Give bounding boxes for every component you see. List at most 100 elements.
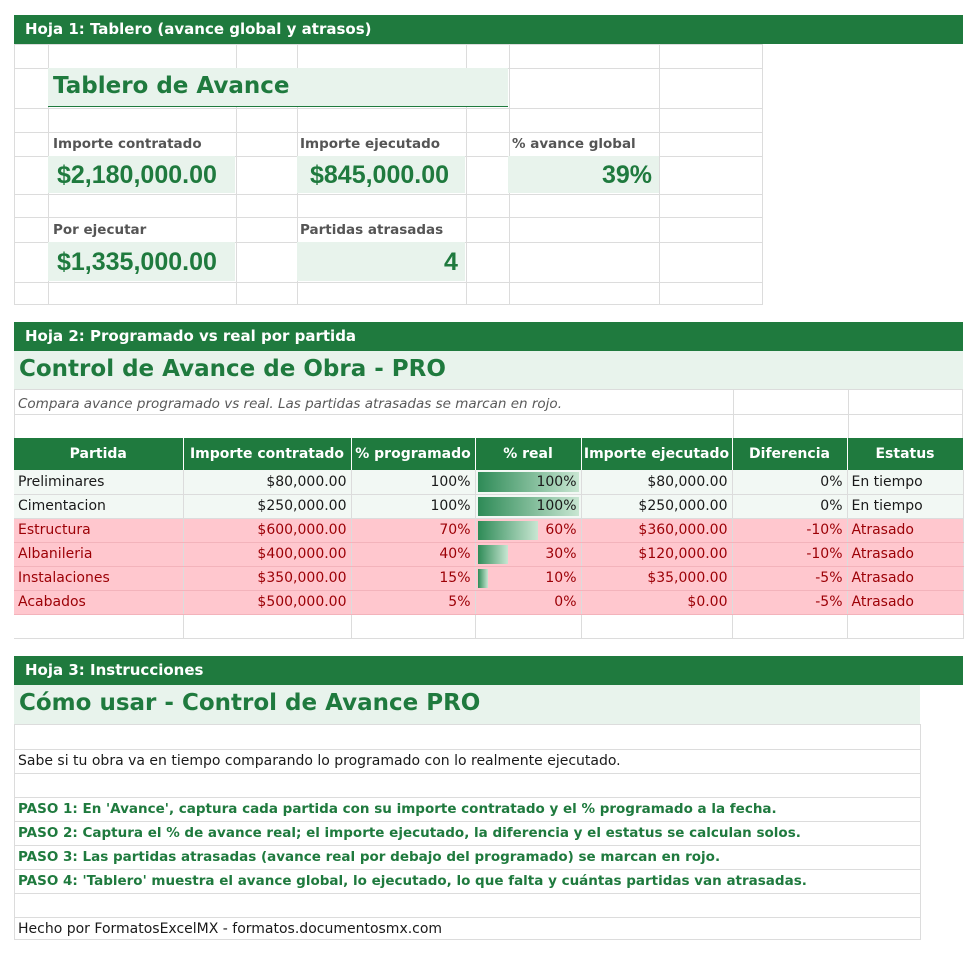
col-header-partida[interactable]: Partida (14, 438, 184, 470)
cell-real[interactable]: 0% (475, 590, 582, 615)
cell-programado[interactable]: 70% (351, 518, 476, 543)
cell-ejecutado[interactable]: $35,000.00 (581, 566, 733, 591)
blank-cell[interactable] (351, 614, 476, 639)
real-progress-bar (477, 544, 508, 564)
cell-real-value: 60% (545, 522, 577, 538)
cell-diferencia[interactable]: -10% (732, 542, 848, 567)
real-progress-bar (477, 496, 579, 516)
cell-programado[interactable]: 15% (351, 566, 476, 591)
cell-real-value: 100% (536, 473, 577, 490)
cell-partida[interactable]: Cimentacion (14, 494, 184, 519)
cell-diferencia[interactable]: 0% (732, 470, 848, 495)
instructions-footer: Hecho por FormatosExcelMX - formatos.doc… (18, 921, 443, 937)
cell-real-value: 0% (554, 594, 577, 610)
col-header-programado[interactable]: % programado (351, 438, 476, 470)
importe-ejecutado-label: Importe ejecutado (300, 136, 441, 152)
blank-cell[interactable] (732, 614, 848, 639)
blank-cell[interactable] (14, 614, 184, 639)
importe-ejecutado-value: $845,000.00 (310, 161, 450, 189)
table-row: Acabados $500,000.00 5% 0% $0.00 -5% Atr… (14, 590, 964, 615)
cell-ejecutado[interactable]: $80,000.00 (581, 470, 733, 495)
cell-contratado[interactable]: $250,000.00 (183, 494, 352, 519)
importe-ejecutado-box[interactable] (297, 156, 465, 193)
cell-diferencia[interactable]: 0% (732, 494, 848, 519)
col-header-estatus[interactable]: Estatus (847, 438, 964, 470)
cell-partida[interactable]: Preliminares (14, 470, 184, 495)
table-row: Preliminares $80,000.00 100% 100% $80,00… (14, 470, 964, 495)
table-row: Albanileria $400,000.00 40% 30% $120,000… (14, 542, 964, 567)
cell-partida[interactable]: Albanileria (14, 542, 184, 567)
cell-real[interactable]: 60% (475, 518, 582, 543)
cell-ejecutado[interactable]: $360,000.00 (581, 518, 733, 543)
cell-programado[interactable]: 100% (351, 470, 476, 495)
instructions-title-box (14, 685, 920, 724)
sheet2-band: Hoja 2: Programado vs real por partida (14, 322, 963, 351)
partidas-atrasadas-label: Partidas atrasadas (300, 222, 444, 238)
instruction-step-3: PASO 3: Las partidas atrasadas (avance r… (18, 849, 721, 865)
cell-programado[interactable]: 40% (351, 542, 476, 567)
cell-estatus[interactable]: Atrasado (847, 566, 964, 591)
cell-programado[interactable]: 5% (351, 590, 476, 615)
cell-estatus[interactable]: Atrasado (847, 590, 964, 615)
blank-cell[interactable] (183, 614, 352, 639)
col-header-importe-contratado[interactable]: Importe contratado (183, 438, 352, 470)
col-header-real[interactable]: % real (475, 438, 582, 470)
cell-estatus[interactable]: Atrasado (847, 518, 964, 543)
col-header-diferencia[interactable]: Diferencia (732, 438, 848, 470)
blank-cell[interactable] (847, 614, 964, 639)
dashboard-title: Tablero de Avance (53, 73, 290, 99)
cell-contratado[interactable]: $400,000.00 (183, 542, 352, 567)
cell-contratado[interactable]: $600,000.00 (183, 518, 352, 543)
avance-global-label: % avance global (512, 136, 636, 152)
cell-estatus[interactable]: En tiempo (847, 494, 964, 519)
instruction-step-1: PASO 1: En 'Avance', captura cada partid… (18, 801, 777, 817)
cell-diferencia[interactable]: -5% (732, 566, 848, 591)
blank-row (14, 614, 964, 639)
cell-estatus[interactable]: Atrasado (847, 542, 964, 567)
sheet2-subgrid (14, 389, 963, 438)
real-progress-bar (477, 472, 579, 492)
cell-ejecutado[interactable]: $0.00 (581, 590, 733, 615)
sheet3-band-label: Hoja 3: Instrucciones (25, 661, 204, 679)
importe-contratado-box[interactable] (48, 156, 235, 193)
cell-real[interactable]: 30% (475, 542, 582, 567)
col-header-importe-ejecutado[interactable]: Importe ejecutado (581, 438, 733, 470)
table-row: Instalaciones $350,000.00 15% 10% $35,00… (14, 566, 964, 591)
cell-real[interactable]: 10% (475, 566, 582, 591)
cell-contratado[interactable]: $80,000.00 (183, 470, 352, 495)
avance-global-box[interactable] (508, 156, 659, 193)
instruction-step-4: PASO 4: 'Tablero' muestra el avance glob… (18, 873, 807, 889)
blank-cell[interactable] (475, 614, 582, 639)
cell-partida[interactable]: Estructura (14, 518, 184, 543)
table-header-row: Partida Importe contratado % programado … (14, 438, 964, 470)
avance-global-value: 39% (602, 161, 653, 189)
control-title: Control de Avance de Obra - PRO (19, 356, 446, 382)
cell-contratado[interactable]: $500,000.00 (183, 590, 352, 615)
cell-diferencia[interactable]: -5% (732, 590, 848, 615)
control-subtitle: Compara avance programado vs real. Las p… (18, 396, 562, 412)
cell-ejecutado[interactable]: $120,000.00 (581, 542, 733, 567)
cell-estatus[interactable]: En tiempo (847, 470, 964, 495)
sheet3-band: Hoja 3: Instrucciones (14, 656, 963, 685)
importe-contratado-value: $2,180,000.00 (57, 161, 217, 189)
cell-partida[interactable]: Acabados (14, 590, 184, 615)
por-ejecutar-value: $1,335,000.00 (57, 248, 217, 276)
cell-real[interactable]: 100% (475, 470, 582, 495)
cell-ejecutado[interactable]: $250,000.00 (581, 494, 733, 519)
table-row: Cimentacion $250,000.00 100% 100% $250,0… (14, 494, 964, 519)
por-ejecutar-label: Por ejecutar (53, 222, 147, 238)
importe-contratado-label: Importe contratado (53, 136, 202, 152)
cell-real[interactable]: 100% (475, 494, 582, 519)
cell-contratado[interactable]: $350,000.00 (183, 566, 352, 591)
cell-diferencia[interactable]: -10% (732, 518, 848, 543)
partidas-atrasadas-box[interactable] (297, 242, 465, 281)
cell-programado[interactable]: 100% (351, 494, 476, 519)
instructions-intro: Sabe si tu obra va en tiempo comparando … (18, 753, 621, 769)
cell-real-value: 100% (536, 498, 577, 514)
cell-real-value: 10% (545, 570, 577, 586)
real-progress-bar (477, 568, 488, 588)
cell-partida[interactable]: Instalaciones (14, 566, 184, 591)
sheet2-band-label: Hoja 2: Programado vs real por partida (25, 327, 357, 345)
por-ejecutar-box[interactable] (48, 242, 235, 281)
blank-cell[interactable] (581, 614, 733, 639)
